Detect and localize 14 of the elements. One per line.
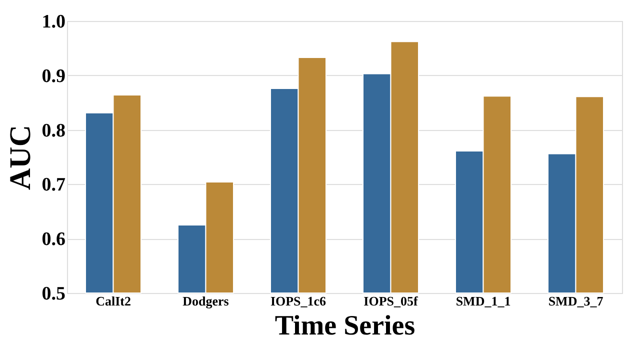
y-tick-label: 0.9 — [42, 66, 66, 87]
y-axis-title: AUC — [4, 125, 37, 190]
x-tick-label: SMD_1_1 — [456, 294, 511, 308]
y-tick-label: 0.5 — [42, 284, 66, 304]
y-tick-label: 0.8 — [42, 120, 66, 142]
x-tick-label: CalIt2 — [96, 294, 131, 308]
x-tick-label: IOPS_1c6 — [270, 294, 327, 308]
x-axis-title: Time Series — [274, 310, 416, 342]
x-tick-label: IOPS_05f — [364, 294, 419, 308]
x-tick-label: Dodgers — [182, 294, 229, 308]
y-tick-label: 0.7 — [42, 174, 66, 196]
y-tick-label: 0.6 — [42, 229, 66, 250]
y-tick-label: 1.0 — [42, 12, 66, 32]
x-tick-label: SMD_3_7 — [548, 294, 604, 308]
